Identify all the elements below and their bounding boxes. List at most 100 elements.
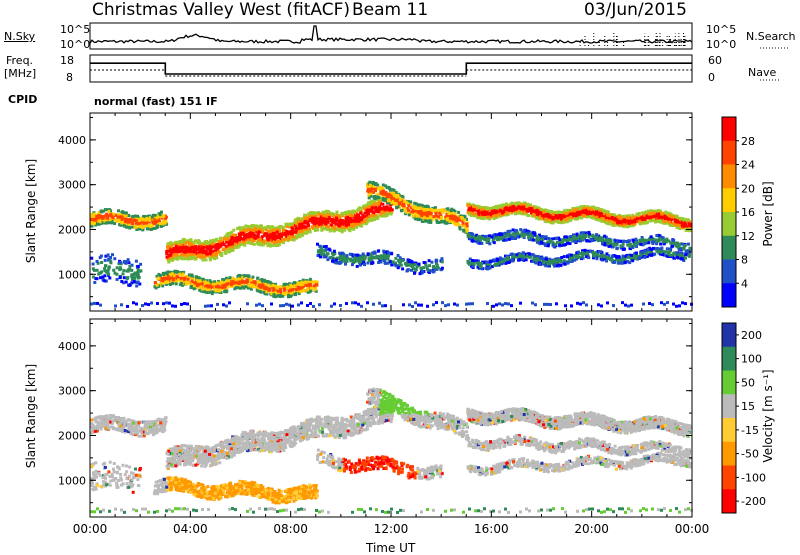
echo-cell — [327, 226, 330, 229]
echo-cell — [368, 196, 371, 199]
echo-cell — [348, 227, 351, 230]
echo-cell — [266, 234, 269, 237]
echo-cell — [499, 209, 502, 212]
echo-cell — [250, 229, 253, 232]
echo-cell — [249, 241, 252, 244]
echo-cell — [388, 199, 391, 202]
echo-cell — [169, 254, 172, 257]
echo-cell — [304, 220, 307, 223]
echo-cell — [330, 213, 333, 216]
echo-cell — [446, 208, 449, 211]
echo-cell — [428, 264, 431, 267]
echo-cell — [236, 239, 239, 242]
echo-cell — [252, 233, 255, 236]
echo-cell — [611, 216, 614, 219]
echo-cell — [274, 285, 277, 288]
freq-series-line — [90, 63, 692, 74]
echo-cell — [418, 218, 421, 221]
echo-cell — [426, 212, 429, 215]
echo-cell — [666, 212, 669, 215]
echo-cell — [652, 219, 655, 222]
echo-cell — [458, 226, 461, 229]
echo-cell — [92, 222, 95, 225]
echo-cell — [519, 228, 522, 231]
echo-cell — [279, 288, 282, 291]
echo-cell — [681, 225, 684, 228]
echo-cell — [224, 289, 227, 292]
echo-cell — [418, 207, 421, 210]
echo-cell — [349, 218, 352, 221]
echo-cell — [358, 206, 361, 209]
echo-cell — [590, 208, 593, 211]
echo-cell — [526, 204, 529, 207]
echo-cell — [344, 220, 347, 223]
echo-cell — [377, 208, 380, 211]
echo-cell — [312, 220, 315, 223]
echo-cell — [415, 207, 418, 210]
echo-cell — [569, 216, 572, 219]
echo-cell — [441, 267, 444, 270]
echo-cell — [267, 289, 270, 292]
echo-cell — [216, 243, 219, 246]
echo-cell — [191, 280, 194, 283]
echo-cell — [209, 239, 212, 242]
echo-cell — [196, 255, 199, 258]
echo-cell — [234, 243, 237, 246]
echo-cell — [559, 211, 562, 214]
echo-cell — [447, 212, 450, 215]
echo-cell — [116, 220, 119, 223]
echo-cell — [369, 201, 372, 204]
echo-cell — [238, 235, 241, 238]
echo-cell — [176, 258, 179, 261]
echo-cell — [446, 217, 449, 220]
echo-cell — [440, 216, 443, 219]
echo-cell — [387, 251, 390, 254]
echo-cell — [227, 242, 230, 245]
echo-cell — [105, 221, 108, 224]
echo-cell — [514, 212, 517, 215]
echo-cell — [398, 202, 401, 205]
echo-cell — [384, 261, 387, 264]
echo-cell — [418, 263, 421, 266]
echo-cell — [325, 248, 328, 251]
echo-cell — [341, 226, 344, 229]
echo-cell — [382, 197, 385, 200]
echo-cell — [324, 222, 327, 225]
echo-cell — [206, 245, 209, 248]
echo-cell — [373, 252, 376, 255]
echo-cell — [664, 217, 667, 220]
echo-cell — [515, 202, 518, 205]
echo-cell — [432, 209, 435, 212]
echo-cell — [309, 278, 312, 281]
echo-cell — [316, 243, 319, 246]
echo-cell — [161, 279, 164, 282]
echo-cell — [408, 260, 411, 263]
echo-cell — [389, 189, 392, 192]
echo-cell — [196, 284, 199, 287]
echo-cell — [218, 240, 221, 243]
echo-cell — [450, 216, 453, 219]
echo-cell — [190, 238, 193, 241]
echo-cell — [491, 210, 494, 213]
echo-cell — [211, 242, 214, 245]
echo-cell — [277, 243, 280, 246]
echo-cell — [189, 242, 192, 245]
echo-cell — [272, 232, 275, 235]
echo-cell — [215, 247, 218, 250]
echo-cell — [473, 208, 476, 211]
echo-cell — [574, 218, 577, 221]
echo-cell — [153, 222, 156, 225]
echo-cell — [382, 184, 385, 187]
echo-cell — [214, 289, 217, 292]
echo-cell — [356, 265, 359, 268]
echo-cell — [164, 281, 167, 284]
echo-cell — [327, 213, 330, 216]
echo-cell — [437, 215, 440, 218]
echo-cell — [205, 249, 208, 252]
echo-cell — [370, 253, 373, 256]
echo-cell — [284, 238, 287, 241]
echo-cell — [177, 279, 180, 282]
echo-cell — [582, 214, 585, 217]
echo-cell — [219, 237, 222, 240]
echo-cell — [303, 214, 306, 217]
